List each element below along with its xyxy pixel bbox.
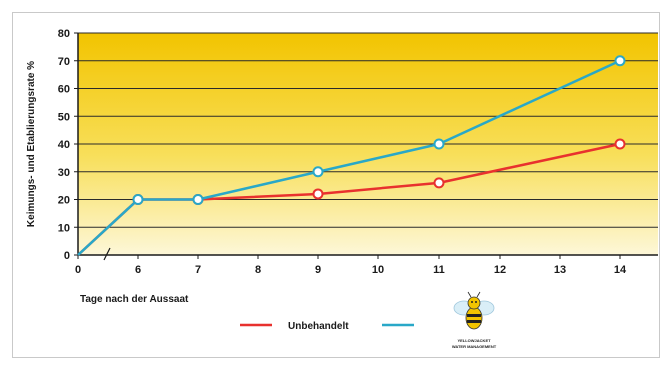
y-tick-label-80: 80 bbox=[58, 28, 70, 40]
y-tick-label-50: 50 bbox=[58, 111, 70, 123]
data-point-s1-1 bbox=[132, 194, 144, 205]
x-tick-label-0: 0 bbox=[75, 264, 81, 276]
x-tick-label-13: 13 bbox=[554, 264, 566, 276]
x-tick-label-7: 7 bbox=[195, 264, 201, 276]
data-point-s1-2 bbox=[192, 194, 204, 205]
legend-label-unbehandelt: Unbehandelt bbox=[288, 321, 349, 332]
series-lines bbox=[77, 59, 621, 256]
x-tick-label-8: 8 bbox=[255, 264, 261, 276]
bee-mascot-icon bbox=[453, 291, 495, 330]
y-axis-title: Keimungs- und Etablierungsrate % bbox=[26, 61, 37, 227]
y-tick-label-0: 0 bbox=[64, 250, 70, 262]
logo-brand-text: YELLOWJACKET bbox=[457, 338, 491, 343]
data-point-s0-5 bbox=[614, 138, 626, 150]
data-point-s1-5 bbox=[614, 55, 626, 67]
y-tick-label-20: 20 bbox=[58, 195, 70, 207]
data-point-s1-4 bbox=[433, 138, 445, 150]
x-tick-label-14: 14 bbox=[614, 264, 627, 276]
y-tick-label-30: 30 bbox=[58, 167, 70, 179]
y-tick-label-40: 40 bbox=[58, 139, 70, 151]
x-tick-label-9: 9 bbox=[315, 264, 321, 276]
x-tick-label-11: 11 bbox=[433, 264, 445, 276]
y-tick-label-70: 70 bbox=[58, 56, 70, 68]
series-line-1 bbox=[77, 59, 621, 256]
y-tick-labels: 0 10 20 30 40 50 60 70 80 bbox=[58, 28, 78, 262]
x-axis-title: Tage nach der Aussaat bbox=[80, 294, 189, 305]
data-point-s0-4 bbox=[433, 177, 445, 189]
y-tick-label-10: 10 bbox=[58, 222, 70, 234]
logo-tagline-text: WATER MANAGEMENT bbox=[452, 344, 497, 349]
y-tick-label-60: 60 bbox=[58, 84, 70, 96]
x-tick-label-12: 12 bbox=[494, 264, 506, 276]
legend: Unbehandelt YELLOWJACKET WATER MANAGEMEN… bbox=[240, 291, 497, 349]
x-tick-labels: 0 6 7 8 9 10 11 12 13 14 bbox=[75, 255, 627, 276]
data-point-s0-3 bbox=[312, 188, 324, 200]
axis-break-mark bbox=[103, 247, 111, 261]
x-tick-label-10: 10 bbox=[372, 264, 384, 276]
data-point-s1-3 bbox=[312, 166, 324, 178]
x-tick-label-6: 6 bbox=[135, 264, 141, 276]
series-markers bbox=[132, 55, 626, 205]
